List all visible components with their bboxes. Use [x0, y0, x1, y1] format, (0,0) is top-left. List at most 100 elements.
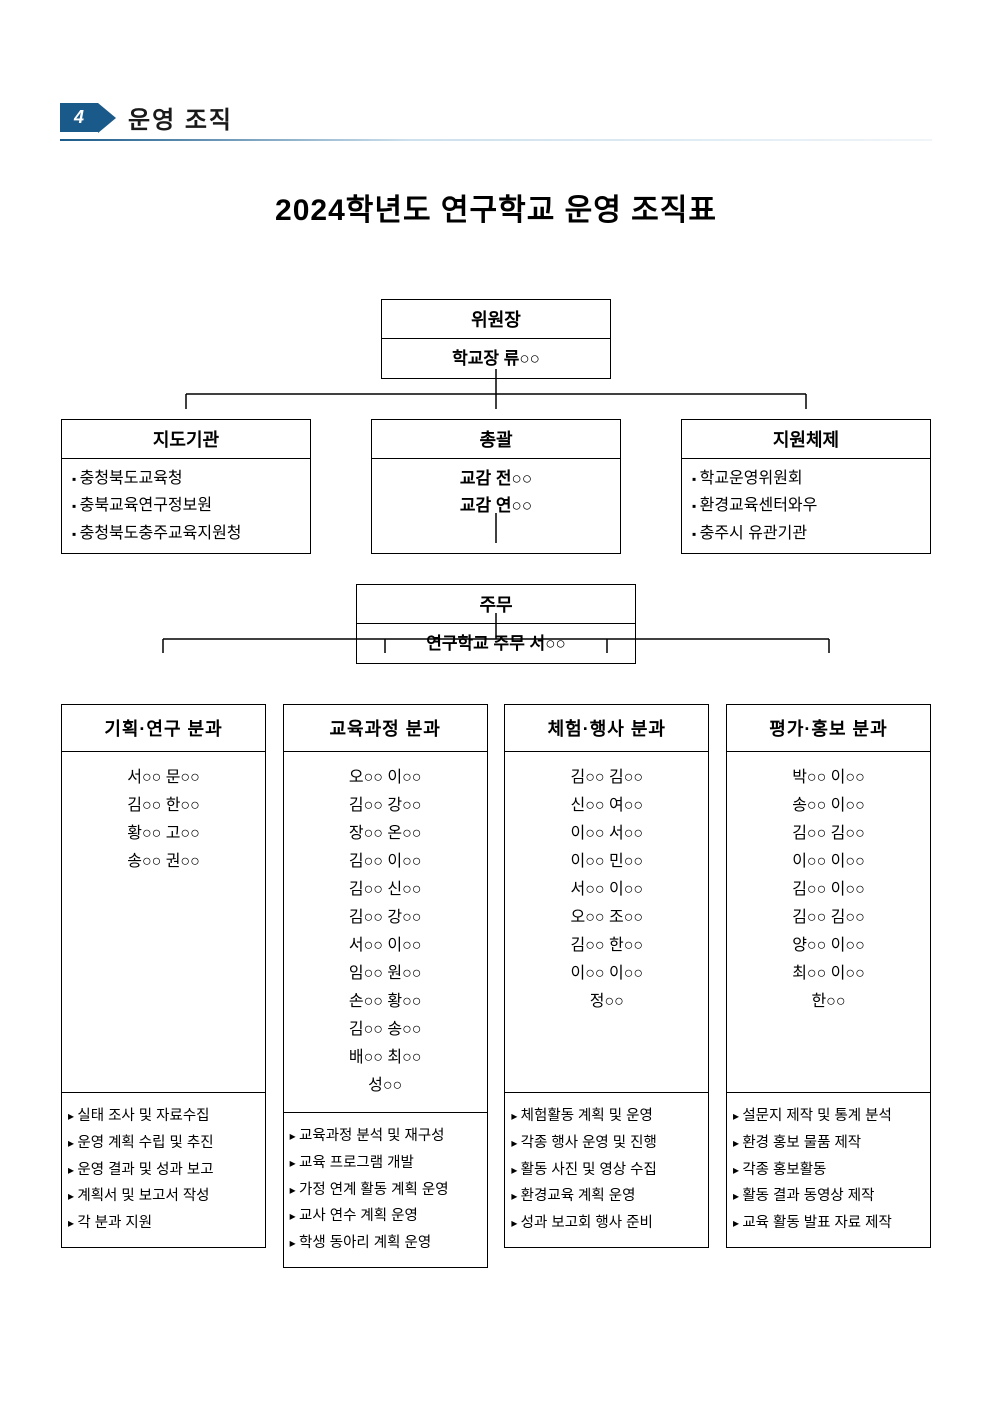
chairman-name: 학교장 류○○: [382, 339, 610, 378]
member-line: 송○○ 권○○: [70, 848, 257, 876]
support-box: 지원체제 학교운영위원회환경교육센터와우충주시 유관기관: [681, 419, 931, 554]
member-line: 박○○ 이○○: [735, 764, 922, 792]
main-office-box: 주무 연구학교 주무 서○○: [356, 584, 636, 664]
guidance-list: 충청북도교육청충북교육연구정보원충청북도충주교육지원청: [62, 459, 310, 553]
task-line: 계획서 및 보고서 작성: [68, 1183, 259, 1210]
section-number-badge: 4: [60, 103, 98, 132]
support-item: 환경교육센터와우: [692, 492, 920, 519]
section-underline: [60, 139, 932, 141]
member-line: 김○○ 한○○: [513, 932, 700, 960]
task-line: 교육 프로그램 개발: [290, 1150, 481, 1177]
subcommittee-title: 체험·행사 분과: [504, 704, 709, 752]
task-line: 환경교육 계획 운영: [511, 1183, 702, 1210]
subcommittee: 체험·행사 분과김○○ 김○○신○○ 여○○이○○ 서○○이○○ 민○○서○○ …: [504, 704, 709, 1268]
member-line: 오○○ 이○○: [292, 764, 479, 792]
guidance-item: 충청북도교육청: [72, 465, 300, 492]
member-line: 김○○ 김○○: [513, 764, 700, 792]
task-line: 운영 결과 및 성과 보고: [68, 1157, 259, 1184]
subcommittees-row: 기획·연구 분과서○○ 문○○김○○ 한○○황○○ 고○○송○○ 권○○실태 조…: [61, 704, 931, 1268]
subcommittee-title: 교육과정 분과: [283, 704, 488, 752]
member-line: 신○○ 여○○: [513, 792, 700, 820]
member-line: 이○○ 이○○: [735, 848, 922, 876]
member-line: 김○○ 신○○: [292, 876, 479, 904]
task-line: 활동 사진 및 영상 수집: [511, 1157, 702, 1184]
member-line: 정○○: [513, 988, 700, 1016]
page-title: 2024학년도 연구학교 운영 조직표: [60, 185, 932, 229]
task-line: 활동 결과 동영상 제작: [733, 1183, 924, 1210]
member-line: 김○○ 강○○: [292, 792, 479, 820]
member-line: 양○○ 이○○: [735, 932, 922, 960]
member-line: 오○○ 조○○: [513, 904, 700, 932]
overall-box: 총괄 교감 전○○교감 연○○: [371, 419, 621, 554]
subcommittee-tasks: 체험활동 계획 및 운영각종 행사 운영 및 진행활동 사진 및 영상 수집환경…: [504, 1092, 709, 1248]
subcommittee-tasks: 교육과정 분석 및 재구성교육 프로그램 개발가정 연계 활동 계획 운영교사 …: [283, 1112, 488, 1268]
section-header: 4 운영 조직: [60, 100, 932, 135]
member-line: 김○○ 강○○: [292, 904, 479, 932]
overall-line: 교감 전○○: [372, 465, 620, 492]
main-office-header: 주무: [357, 585, 635, 624]
member-line: 임○○ 원○○: [292, 960, 479, 988]
guidance-item: 충청북도충주교육지원청: [72, 520, 300, 547]
member-line: 장○○ 온○○: [292, 820, 479, 848]
member-line: 황○○ 고○○: [70, 820, 257, 848]
member-line: 김○○ 한○○: [70, 792, 257, 820]
guidance-header: 지도기관: [62, 420, 310, 459]
overall-header: 총괄: [372, 420, 620, 459]
row-three-boxes: 지도기관 충청북도교육청충북교육연구정보원충청북도충주교육지원청 총괄 교감 전…: [61, 419, 931, 554]
task-line: 교육과정 분석 및 재구성: [290, 1123, 481, 1150]
task-line: 각종 홍보활동: [733, 1157, 924, 1184]
overall-line: 교감 연○○: [372, 492, 620, 519]
subcommittee-members: 김○○ 김○○신○○ 여○○이○○ 서○○이○○ 민○○서○○ 이○○오○○ 조…: [504, 752, 709, 1092]
task-line: 체험활동 계획 및 운영: [511, 1103, 702, 1130]
task-line: 설문지 제작 및 통계 분석: [733, 1103, 924, 1130]
task-line: 성과 보고회 행사 준비: [511, 1210, 702, 1237]
chairman-box: 위원장 학교장 류○○: [381, 299, 611, 379]
subcommittee-title: 평가·홍보 분과: [726, 704, 931, 752]
subcommittee-members: 서○○ 문○○김○○ 한○○황○○ 고○○송○○ 권○○: [61, 752, 266, 1092]
member-line: 김○○ 김○○: [735, 904, 922, 932]
subcommittee: 평가·홍보 분과박○○ 이○○송○○ 이○○김○○ 김○○이○○ 이○○김○○ …: [726, 704, 931, 1268]
task-line: 운영 계획 수립 및 추진: [68, 1130, 259, 1157]
member-line: 한○○: [735, 988, 922, 1016]
member-line: 배○○ 최○○: [292, 1044, 479, 1072]
support-list: 학교운영위원회환경교육센터와우충주시 유관기관: [682, 459, 930, 553]
task-line: 환경 홍보 물품 제작: [733, 1130, 924, 1157]
support-header: 지원체제: [682, 420, 930, 459]
guidance-box: 지도기관 충청북도교육청충북교육연구정보원충청북도충주교육지원청: [61, 419, 311, 554]
org-chart: 위원장 학교장 류○○ 지도기관: [61, 299, 931, 1268]
member-line: 송○○ 이○○: [735, 792, 922, 820]
task-line: 실태 조사 및 자료수집: [68, 1103, 259, 1130]
task-line: 각 분과 지원: [68, 1210, 259, 1237]
member-line: 서○○ 이○○: [513, 876, 700, 904]
task-line: 교사 연수 계획 운영: [290, 1203, 481, 1230]
subcommittee: 기획·연구 분과서○○ 문○○김○○ 한○○황○○ 고○○송○○ 권○○실태 조…: [61, 704, 266, 1268]
member-line: 김○○ 김○○: [735, 820, 922, 848]
task-line: 가정 연계 활동 계획 운영: [290, 1177, 481, 1204]
member-line: 김○○ 이○○: [292, 848, 479, 876]
support-item: 학교운영위원회: [692, 465, 920, 492]
main-office-name: 연구학교 주무 서○○: [357, 624, 635, 663]
subcommittee-tasks: 설문지 제작 및 통계 분석환경 홍보 물품 제작각종 홍보활동활동 결과 동영…: [726, 1092, 931, 1248]
task-line: 학생 동아리 계획 운영: [290, 1230, 481, 1257]
member-line: 최○○ 이○○: [735, 960, 922, 988]
overall-body: 교감 전○○교감 연○○: [372, 459, 620, 525]
subcommittee-title: 기획·연구 분과: [61, 704, 266, 752]
subcommittee-members: 박○○ 이○○송○○ 이○○김○○ 김○○이○○ 이○○김○○ 이○○김○○ 김…: [726, 752, 931, 1092]
member-line: 손○○ 황○○: [292, 988, 479, 1016]
support-item: 충주시 유관기관: [692, 520, 920, 547]
subcommittee: 교육과정 분과오○○ 이○○김○○ 강○○장○○ 온○○김○○ 이○○김○○ 신…: [283, 704, 488, 1268]
task-line: 각종 행사 운영 및 진행: [511, 1130, 702, 1157]
subcommittee-members: 오○○ 이○○김○○ 강○○장○○ 온○○김○○ 이○○김○○ 신○○김○○ 강…: [283, 752, 488, 1112]
member-line: 이○○ 이○○: [513, 960, 700, 988]
section-title: 운영 조직: [128, 100, 233, 135]
member-line: 김○○ 송○○: [292, 1016, 479, 1044]
task-line: 교육 활동 발표 자료 제작: [733, 1210, 924, 1237]
member-line: 서○○ 이○○: [292, 932, 479, 960]
member-line: 이○○ 민○○: [513, 848, 700, 876]
member-line: 서○○ 문○○: [70, 764, 257, 792]
guidance-item: 충북교육연구정보원: [72, 492, 300, 519]
subcommittee-tasks: 실태 조사 및 자료수집운영 계획 수립 및 추진운영 결과 및 성과 보고계획…: [61, 1092, 266, 1248]
chairman-header: 위원장: [382, 300, 610, 339]
member-line: 이○○ 서○○: [513, 820, 700, 848]
member-line: 성○○: [292, 1072, 479, 1100]
